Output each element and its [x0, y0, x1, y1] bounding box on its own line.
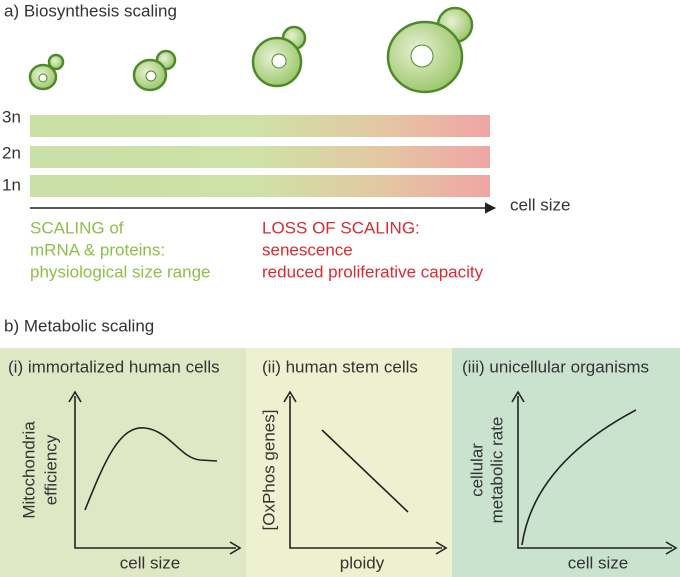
panel-bg: [246, 348, 452, 577]
loss-text: reduced proliferative capacity: [262, 262, 484, 281]
y-label: metabolic rate: [487, 417, 506, 524]
panel-b-title: b) Metabolic scaling: [4, 316, 154, 335]
plot-axes: [68, 390, 678, 555]
panel-bg: [452, 348, 680, 577]
loss-text: LOSS OF SCALING:: [262, 218, 420, 237]
panel-bg: [0, 348, 246, 577]
scaling-text: SCALING of: [30, 218, 124, 237]
curve: [521, 409, 637, 546]
ploidy-bars: [30, 115, 490, 197]
x-label: cell size: [120, 553, 180, 572]
y-label: [OxPhos genes]: [259, 410, 278, 531]
ploidy-label: 1n: [2, 175, 21, 194]
yeast-cells: [28, 6, 474, 94]
y-label: cellular: [467, 443, 486, 497]
y-label: efficiency: [41, 434, 60, 505]
curve: [321, 429, 409, 513]
scaling-text: physiological size range: [30, 262, 211, 281]
y-label: Mitochondria: [19, 421, 38, 519]
x-label: cell size: [568, 553, 628, 572]
ploidy-label: 3n: [2, 107, 21, 126]
ploidy-label: 2n: [2, 143, 21, 162]
plot-title: (iii) unicellular organisms: [462, 357, 649, 376]
loss-text: senescence: [262, 240, 353, 259]
plot-title: (ii) human stem cells: [262, 357, 418, 376]
plot-title: (i) immortalized human cells: [8, 357, 220, 376]
axis-label: cell size: [510, 195, 570, 214]
scaling-text: mRNA & proteins:: [30, 240, 165, 259]
panel-a-title: a) Biosynthesis scaling: [4, 1, 177, 20]
curve: [84, 427, 218, 511]
x-label: ploidy: [340, 553, 385, 572]
